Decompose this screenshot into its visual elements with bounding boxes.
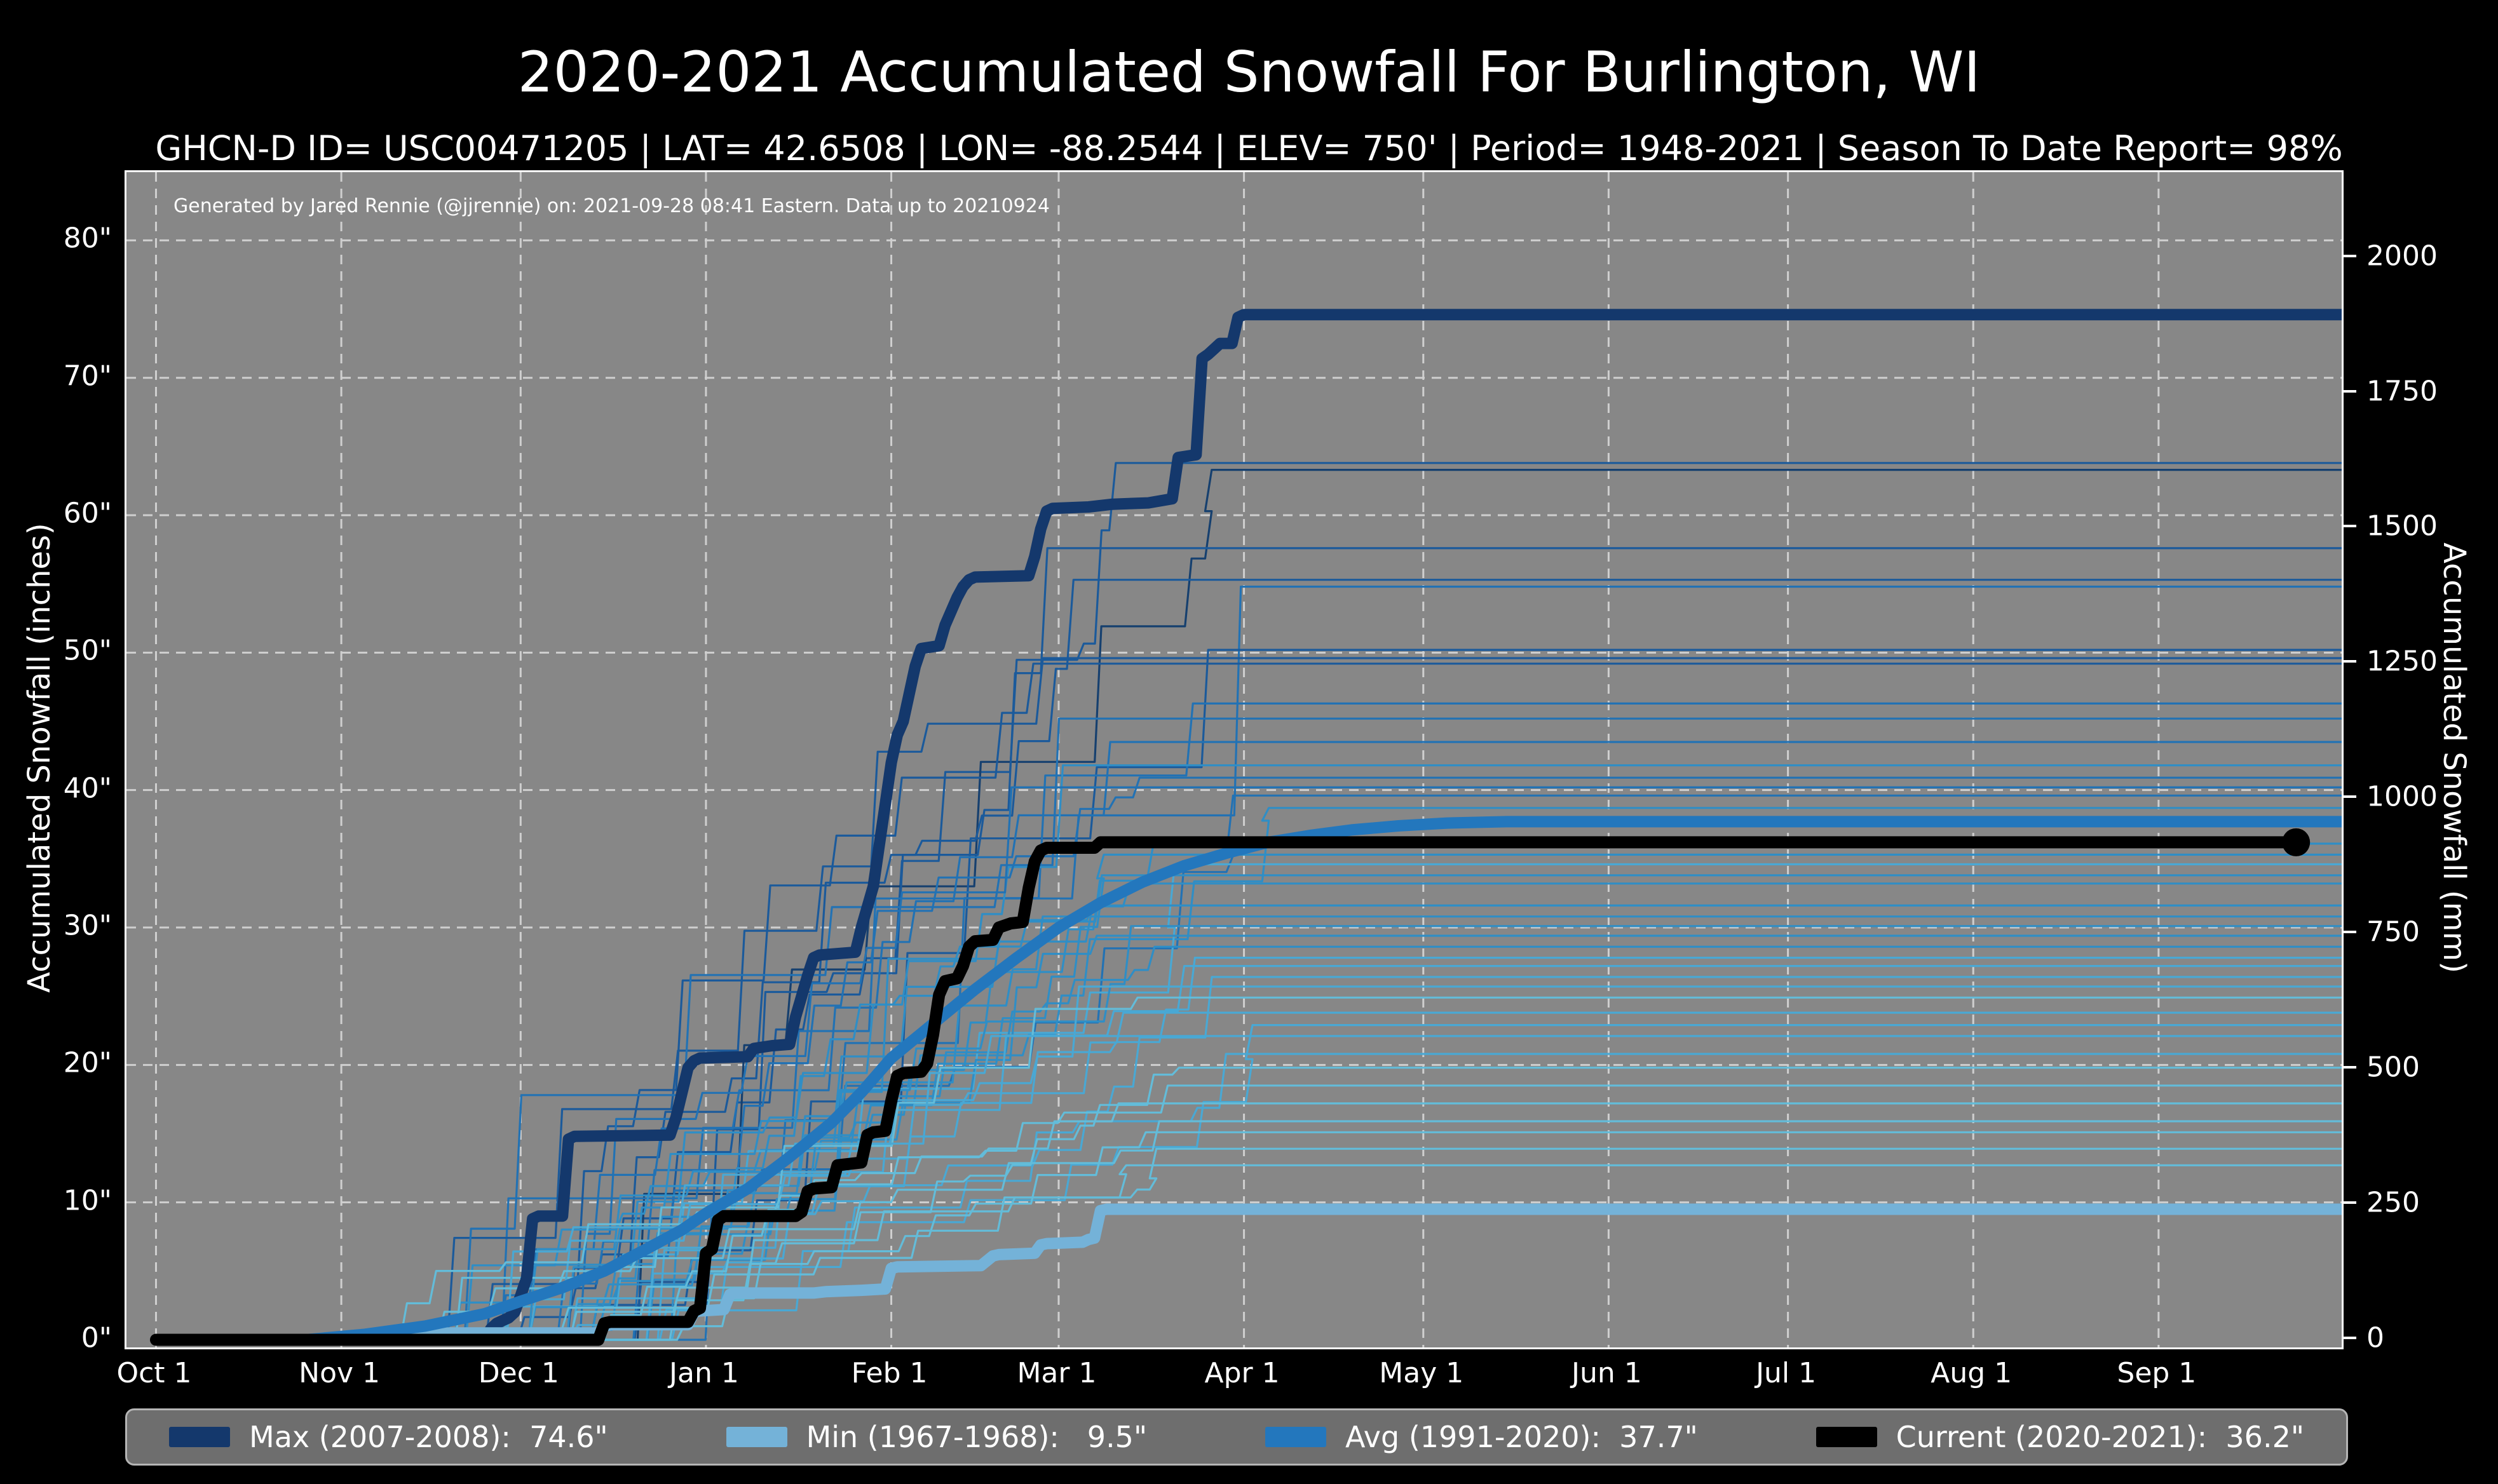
right-tickmark-250 <box>2342 1201 2356 1204</box>
right-tick-0: 0 <box>2366 1321 2384 1354</box>
x-tick-feb-1: Feb 1 <box>851 1357 928 1389</box>
x-tick-sep-1: Sep 1 <box>2117 1357 2197 1389</box>
legend-item-min: Min (1967-1968): 9.5" <box>726 1420 1148 1454</box>
min-line-swatch <box>726 1427 787 1447</box>
season-line <box>154 934 2342 1341</box>
station-subtitle: GHCN-D ID= USC00471205 | LAT= 42.6508 | … <box>155 128 2343 168</box>
legend: Max (2007-2008): 74.6" Min (1967-1968): … <box>125 1408 2348 1466</box>
legend-item-current: Current (2020-2021): 36.2" <box>1816 1420 2304 1454</box>
season-line <box>154 976 2342 1341</box>
x-tick-mar-1: Mar 1 <box>1017 1357 1097 1389</box>
max-line-swatch <box>169 1427 230 1447</box>
current-line-swatch <box>1816 1427 1877 1447</box>
season-line <box>154 1120 2342 1341</box>
avg-line-swatch <box>1265 1427 1326 1447</box>
x-tick-jan-1: Jan 1 <box>669 1357 739 1389</box>
legend-label-max: Max (2007-2008): 74.6" <box>249 1420 608 1454</box>
right-tickmark-500 <box>2342 1066 2356 1069</box>
right-tick-1750: 1750 <box>2366 375 2438 408</box>
season-line <box>154 776 2342 1341</box>
legend-label-min: Min (1967-1968): 9.5" <box>806 1420 1148 1454</box>
right-tickmark-1000 <box>2342 795 2356 799</box>
right-axis-label: Accumulated Snowfall (mm) <box>2436 543 2472 973</box>
left-tick-50: 50" <box>63 634 112 667</box>
plot-canvas <box>126 172 2342 1347</box>
left-tick-30: 30" <box>63 909 112 942</box>
season-line <box>154 649 2342 1341</box>
season-line <box>154 1011 2342 1341</box>
season-line <box>154 1053 2342 1341</box>
max-line <box>150 309 2342 1346</box>
season-line <box>154 1102 2342 1341</box>
season-line <box>154 807 2342 1341</box>
page-title: 2020-2021 Accumulated Snowfall For Burli… <box>517 39 1981 105</box>
legend-item-max: Max (2007-2008): 74.6" <box>169 1420 608 1454</box>
x-tick-nov-1: Nov 1 <box>299 1357 381 1389</box>
right-tick-750: 750 <box>2366 915 2420 948</box>
right-tick-1500: 1500 <box>2366 509 2438 543</box>
right-tickmark-1750 <box>2342 389 2356 393</box>
season-line <box>154 964 2342 1341</box>
season-line <box>154 1147 2342 1341</box>
left-tick-40: 40" <box>63 772 112 805</box>
left-tick-60: 60" <box>63 497 112 530</box>
right-tickmark-1250 <box>2342 660 2356 663</box>
season-line <box>154 579 2342 1341</box>
left-axis-label: Accumulated Snowfall (inches) <box>22 523 57 993</box>
right-tick-1250: 1250 <box>2366 645 2438 678</box>
x-tick-dec-1: Dec 1 <box>478 1357 559 1389</box>
season-line <box>154 462 2342 1341</box>
x-tick-jun-1: Jun 1 <box>1571 1357 1642 1389</box>
right-tickmark-750 <box>2342 931 2356 934</box>
right-tick-1000: 1000 <box>2366 780 2438 813</box>
left-tick-10: 10" <box>63 1184 112 1217</box>
current-line <box>150 836 2302 1346</box>
x-tick-aug-1: Aug 1 <box>1931 1357 2013 1389</box>
season-line <box>154 585 2342 1341</box>
x-tick-may-1: May 1 <box>1379 1357 1464 1389</box>
x-tick-jul-1: Jul 1 <box>1756 1357 1817 1389</box>
season-line <box>154 945 2342 1341</box>
legend-item-avg: Avg (1991-2020): 37.7" <box>1265 1420 1698 1454</box>
legend-label-current: Current (2020-2021): 36.2" <box>1896 1420 2304 1454</box>
left-tick-0: 0" <box>81 1321 112 1354</box>
season-line <box>154 717 2342 1341</box>
left-tick-80: 80" <box>63 222 112 255</box>
x-tick-apr-1: Apr 1 <box>1204 1357 1280 1389</box>
credit-annotation: Generated by Jared Rennie (@jjrennie) on… <box>173 195 1050 217</box>
left-tick-70: 70" <box>63 360 112 393</box>
right-tick-500: 500 <box>2366 1051 2420 1084</box>
season-line <box>154 657 2342 1341</box>
season-line <box>154 1084 2342 1341</box>
right-tick-250: 250 <box>2366 1186 2420 1219</box>
season-line <box>154 996 2342 1341</box>
season-line <box>154 904 2342 1341</box>
season-line <box>154 702 2342 1341</box>
season-line <box>154 663 2342 1341</box>
right-tickmark-2000 <box>2342 254 2356 257</box>
season-line <box>154 786 2342 1341</box>
season-line <box>154 547 2342 1341</box>
season-line <box>154 915 2342 1341</box>
avg-line <box>299 816 2342 1346</box>
legend-label-avg: Avg (1991-2020): 37.7" <box>1345 1420 1698 1454</box>
plot-area: Generated by Jared Rennie (@jjrennie) on… <box>125 170 2344 1349</box>
current-end-dot <box>2282 828 2311 856</box>
season-line <box>154 469 2342 1341</box>
season-line <box>154 1023 2342 1341</box>
right-tickmark-0 <box>2342 1337 2356 1339</box>
right-tick-2000: 2000 <box>2366 239 2438 273</box>
left-tick-20: 20" <box>63 1046 112 1079</box>
x-tick-oct-1: Oct 1 <box>116 1357 192 1389</box>
right-tickmark-1500 <box>2342 525 2356 528</box>
